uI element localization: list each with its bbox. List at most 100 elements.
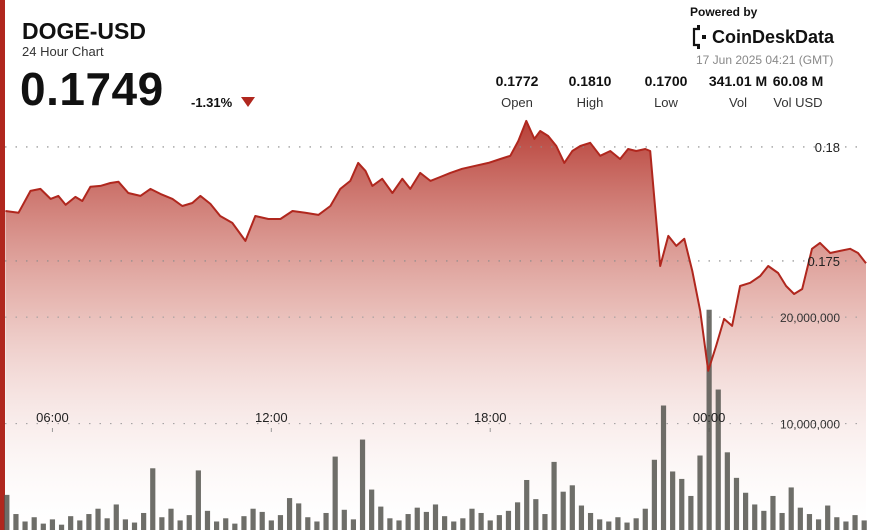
- volume-bar: [606, 521, 612, 530]
- volume-bar: [724, 452, 730, 530]
- volume-bar: [77, 520, 83, 530]
- volume-bar: [505, 510, 512, 530]
- volume-bar: [843, 521, 849, 530]
- volume-bar: [743, 492, 749, 530]
- volume-bar: [542, 514, 548, 530]
- volume-bar: [150, 468, 156, 530]
- volume-bar: [496, 515, 502, 530]
- x-tick-label: 12:00: [255, 410, 288, 425]
- volume-bar: [451, 521, 457, 530]
- price-line: [5, 119, 867, 372]
- down-arrow: [241, 97, 255, 107]
- volume-bar: [259, 511, 265, 530]
- volume-bar: [633, 518, 639, 530]
- price: 0.1749: [20, 63, 164, 115]
- volume-bar: [834, 517, 840, 530]
- powered-by: Powered by: [690, 5, 758, 19]
- stat-label: Open: [501, 95, 533, 110]
- volume-bar: [369, 489, 375, 530]
- volume-bar: [277, 515, 284, 530]
- x-tick-label: 18:00: [474, 410, 507, 425]
- volume-bar: [13, 514, 19, 530]
- volume-bar: [806, 514, 813, 530]
- volume-bar: [305, 517, 311, 530]
- volume-bar: [286, 498, 293, 530]
- volume-bar: [779, 512, 785, 530]
- volume-bar: [359, 439, 366, 530]
- volume-bar: [688, 495, 694, 530]
- stat-label: Low: [654, 95, 678, 110]
- volume-bar: [797, 507, 803, 530]
- volume-bar: [697, 455, 703, 530]
- stat-label: Vol: [728, 95, 748, 110]
- volume-bar: [761, 510, 767, 530]
- volume-bar: [177, 520, 183, 530]
- y-tick-label: 0.175: [807, 254, 840, 269]
- volume-bar: [86, 514, 92, 530]
- volume-bar: [432, 504, 439, 530]
- volume-bar: [487, 520, 493, 530]
- volume-bar: [378, 506, 384, 530]
- stat-value: 60.08 M: [772, 73, 824, 89]
- volume-bar: [624, 522, 630, 530]
- volume-bar: [250, 508, 256, 530]
- symbol: DOGE-USD: [22, 18, 146, 44]
- volume-bar: [22, 521, 28, 530]
- volume-bar: [660, 405, 667, 530]
- volume-bar: [469, 508, 475, 530]
- volume-bar: [168, 508, 174, 530]
- volume-bar: [578, 505, 585, 530]
- volume-bar: [332, 456, 338, 530]
- volume-bar: [223, 518, 229, 530]
- volume-bar: [770, 495, 776, 530]
- volume-bar: [4, 494, 10, 530]
- volume-bar: [131, 522, 138, 530]
- brand-icon: [692, 25, 706, 49]
- volume-bar: [533, 499, 539, 530]
- volume-bar: [195, 470, 201, 530]
- volume-bar: [560, 491, 566, 530]
- stat: 0.1810 High: [550, 73, 630, 110]
- volume-bar: [442, 516, 448, 530]
- volume-bar: [95, 508, 101, 530]
- brand: CoinDeskData: [712, 27, 835, 47]
- volume-bar: [587, 512, 594, 530]
- y-tick-label: 0.18: [815, 140, 840, 155]
- volume-bar: [141, 512, 147, 530]
- volume-bar: [49, 519, 56, 530]
- volume-bar: [387, 518, 393, 530]
- stat-value: 0.1772: [495, 73, 539, 89]
- volume-bar: [651, 459, 657, 530]
- volume-bar: [478, 512, 484, 530]
- stat: 0.1772 Open: [477, 73, 557, 110]
- volume-bar: [825, 505, 831, 530]
- volume-bar: [414, 507, 420, 530]
- change: -1.31%: [191, 95, 233, 110]
- stat-value: 0.1700: [644, 73, 688, 89]
- volume-bar: [569, 485, 575, 530]
- volume-bar: [396, 520, 402, 530]
- volume-bar: [524, 479, 530, 530]
- volume-bar: [615, 517, 621, 530]
- volume-bar: [31, 517, 37, 530]
- volume-bar: [58, 524, 65, 530]
- volume-bar: [214, 521, 220, 530]
- volume-bar: [551, 461, 557, 530]
- stat: 341.01 M Vol: [698, 73, 778, 110]
- volume-bar: [350, 519, 357, 530]
- volume-bar: [68, 516, 74, 530]
- stat-value: 0.1810: [568, 73, 612, 89]
- volume-bar: [40, 523, 46, 530]
- volume-bar: [186, 515, 192, 530]
- stat: 60.08 M Vol USD: [758, 73, 838, 110]
- volume-bar: [232, 523, 238, 530]
- stat: 0.1700 Low: [626, 73, 706, 110]
- volume-bar: [405, 514, 411, 530]
- volume-bar: [679, 478, 685, 530]
- volume-bar: [861, 520, 867, 530]
- volume-bar: [733, 477, 740, 530]
- subtitle: 24 Hour Chart: [22, 44, 104, 59]
- price-area: [5, 120, 866, 530]
